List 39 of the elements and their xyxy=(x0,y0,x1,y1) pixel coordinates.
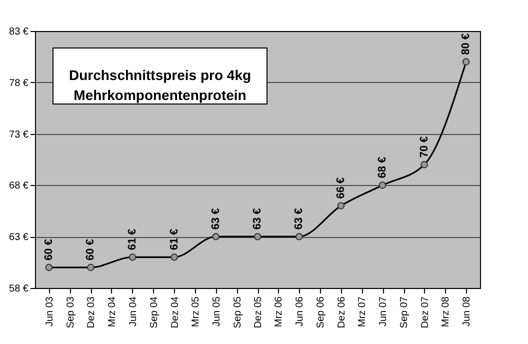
x-tick-label: Jun 03 xyxy=(44,296,56,327)
y-tick-label: 83 € xyxy=(9,26,29,38)
x-tick-label: Sep 03 xyxy=(65,296,76,328)
text: Durchschnittspreis pro 4kg Mehrkomponentenprotein xyxy=(68,67,252,103)
x-tick-label: Jun 07 xyxy=(378,296,390,327)
x-tick-label: Dez 05 xyxy=(253,296,264,328)
y-tick-label: 78 € xyxy=(9,78,29,89)
data-label: 80 € xyxy=(460,33,472,55)
x-tick-label: Sep 06 xyxy=(316,296,327,328)
x-tick-label: Jun 06 xyxy=(294,296,306,327)
y-tick-label: 63 € xyxy=(9,232,29,244)
data-label: 61 € xyxy=(168,228,180,250)
x-tick-label: Mrz 08 xyxy=(440,296,452,328)
x-tick-label: Dez 07 xyxy=(420,296,431,328)
x-tick-label: Jun 05 xyxy=(211,296,222,327)
data-label: 63 € xyxy=(252,208,264,230)
data-label: 60 € xyxy=(84,239,97,260)
x-tick-label: Sep 04 xyxy=(149,296,160,328)
x-tick-label: Sep 05 xyxy=(232,296,244,328)
x-tick-label: Mrz 04 xyxy=(106,296,118,328)
y-tick-label: 58 € xyxy=(9,284,29,294)
x-tick-label: Dez 03 xyxy=(86,296,98,328)
data-label: 66 € xyxy=(334,177,347,199)
data-label: 63 € xyxy=(293,208,306,230)
x-tick-label: Dez 06 xyxy=(336,296,348,328)
data-label: 61 € xyxy=(126,228,138,250)
x-tick-label: Jun 04 xyxy=(128,296,139,327)
data-label: 63 € xyxy=(210,208,222,230)
x-tick-label: Mrz 07 xyxy=(357,296,368,328)
x-tick-label: Mrz 05 xyxy=(190,296,202,328)
data-label: 70 € xyxy=(418,136,430,158)
data-label: 60 € xyxy=(42,239,55,260)
x-tick-label: Sep 07 xyxy=(399,296,410,328)
y-tick-label: 68 € xyxy=(9,180,29,192)
x-tick-label: Dez 04 xyxy=(170,296,181,328)
x-tick-label: Mrz 06 xyxy=(274,296,285,328)
data-label: 68 € xyxy=(376,156,389,178)
y-tick-label: 73 € xyxy=(9,129,29,140)
x-tick-label: Jun 08 xyxy=(462,296,473,327)
